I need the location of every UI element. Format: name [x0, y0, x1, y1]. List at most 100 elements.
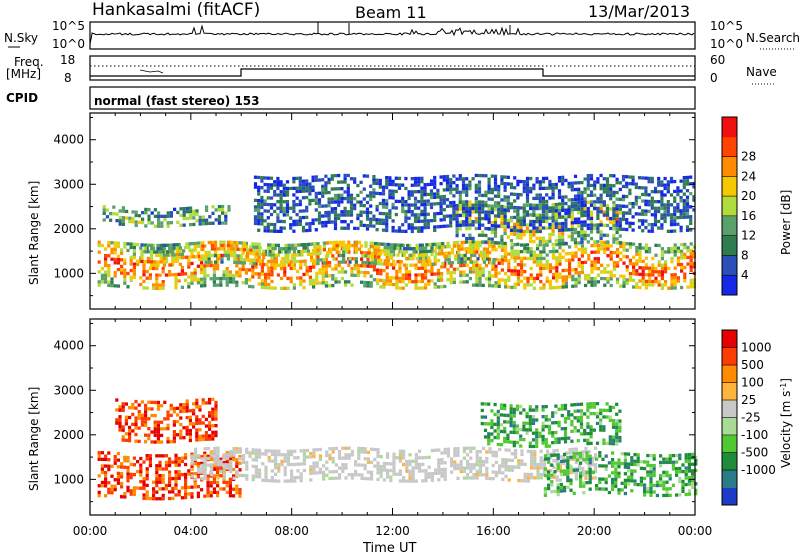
heatmap-cell [449, 277, 453, 281]
nsearch-label: N.Search [746, 31, 800, 45]
heatmap-cell [391, 225, 395, 230]
heatmap-cell [392, 253, 396, 257]
heatmap-cell [615, 439, 619, 443]
heatmap-cell [140, 249, 144, 254]
heatmap-cell [664, 250, 668, 254]
heatmap-cell [360, 476, 364, 480]
heatmap-cell [468, 220, 472, 224]
heatmap-cell [587, 277, 591, 281]
heatmap-cell [573, 416, 577, 420]
heatmap-cell [641, 192, 645, 197]
heatmap-cell [507, 259, 511, 263]
heatmap-cell [365, 224, 370, 228]
heatmap-cell [471, 177, 475, 181]
heatmap-cell [116, 254, 120, 258]
heatmap-cell [473, 253, 477, 258]
heatmap-cell [504, 461, 508, 465]
heatmap-cell [158, 477, 162, 481]
heatmap-cell [569, 465, 573, 469]
cpid-value: normal (fast stereo) 153 [94, 94, 260, 108]
heatmap-cell [513, 269, 517, 273]
heatmap-cell [465, 280, 469, 284]
heatmap-cell [289, 223, 293, 227]
heatmap-cell [225, 267, 229, 271]
heatmap-cell [500, 175, 504, 179]
heatmap-cell [622, 261, 626, 265]
heatmap-cell [509, 420, 513, 424]
heatmap-cell [398, 279, 402, 284]
heatmap-cell [193, 472, 197, 476]
heatmap-cell [549, 475, 553, 479]
heatmap-cell [644, 256, 648, 260]
colorbar-segment [722, 215, 737, 237]
heatmap-cell [327, 200, 331, 205]
heatmap-cell [337, 187, 341, 191]
heatmap-cell [455, 203, 459, 208]
heatmap-cell [488, 476, 492, 481]
heatmap-cell [409, 247, 413, 251]
heatmap-cell [356, 270, 360, 274]
heatmap-cell [516, 253, 520, 257]
heatmap-cell [580, 230, 584, 234]
heatmap-cell [239, 247, 243, 252]
heatmap-cell [226, 240, 230, 244]
heatmap-cell [561, 278, 565, 283]
heatmap-cell [335, 250, 339, 254]
heatmap-cell [552, 253, 556, 257]
heatmap-cell [516, 206, 520, 210]
heatmap-cell [608, 441, 612, 446]
heatmap-cell [596, 226, 600, 230]
heatmap-cell [226, 253, 230, 258]
heatmap-cell [359, 223, 363, 227]
heatmap-cell [398, 246, 402, 251]
heatmap-cell [516, 216, 520, 220]
heatmap-cell [563, 430, 568, 434]
heatmap-cell [303, 262, 307, 267]
heatmap-cell [274, 253, 278, 257]
heatmap-cell [161, 487, 165, 491]
heatmap-cell [283, 456, 287, 460]
heatmap-cell [580, 251, 584, 255]
heatmap-cell [372, 264, 376, 269]
heatmap-cell [573, 194, 578, 198]
heatmap-cell [263, 225, 267, 230]
heatmap-cell [555, 475, 559, 479]
heatmap-cell [679, 212, 683, 216]
heatmap-cell [526, 256, 530, 261]
heatmap-cell [596, 260, 600, 264]
heatmap-cell [503, 195, 507, 199]
heatmap-cell [529, 206, 533, 210]
heatmap-cell [493, 402, 497, 407]
heatmap-cell [525, 230, 530, 234]
heatmap-cell [298, 222, 302, 226]
heatmap-cell [525, 190, 530, 194]
heatmap-cell [216, 470, 220, 475]
heatmap-cell [410, 210, 414, 214]
heatmap-cell [97, 454, 101, 458]
heatmap-cell [496, 429, 500, 433]
heatmap-cell [382, 242, 386, 246]
heatmap-cell [558, 478, 562, 482]
heatmap-cell [294, 243, 298, 247]
heatmap-cell [424, 472, 428, 476]
heatmap-cell [341, 463, 345, 467]
heatmap-cell [443, 261, 447, 265]
heatmap-cell [593, 206, 597, 211]
heatmap-cell [337, 250, 341, 254]
heatmap-cell [562, 461, 566, 465]
heatmap-cell [308, 269, 312, 273]
heatmap-cell [455, 213, 459, 218]
heatmap-cell [425, 259, 429, 263]
heatmap-cell [284, 250, 288, 254]
heatmap-cell [504, 255, 508, 259]
heatmap-cell [689, 252, 693, 256]
heatmap-cell [141, 211, 145, 215]
heatmap-cell [539, 462, 543, 467]
heatmap-cell [465, 240, 469, 244]
heatmap-cell [126, 489, 130, 493]
heatmap-cell [140, 259, 144, 264]
heatmap-cell [401, 200, 405, 204]
heatmap-cell [436, 188, 440, 193]
heatmap-cell [459, 264, 463, 268]
heatmap-cell [203, 274, 207, 278]
